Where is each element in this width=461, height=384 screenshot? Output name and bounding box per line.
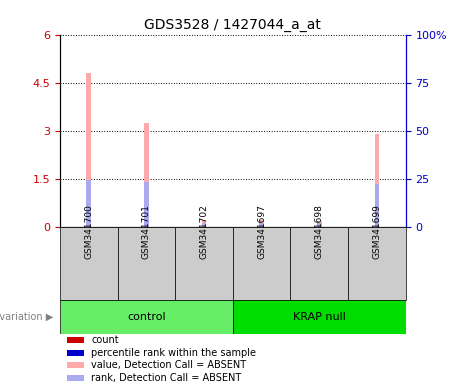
Text: GSM341698: GSM341698 [315,205,324,260]
Text: percentile rank within the sample: percentile rank within the sample [91,348,256,358]
Bar [233,227,290,300]
Bar [144,182,148,227]
Bar [374,184,379,227]
Bar [175,227,233,300]
Bar [317,221,321,227]
Bar [60,300,233,334]
Bar [259,220,264,227]
Text: KRAP null: KRAP null [293,312,346,322]
Bar [60,227,118,300]
Text: value, Detection Call = ABSENT: value, Detection Call = ABSENT [91,360,246,370]
Bar [233,300,406,334]
Bar [144,122,148,227]
Bar [86,180,91,227]
Bar [67,337,84,343]
Text: count: count [91,335,118,345]
Text: GSM341702: GSM341702 [200,205,208,260]
Bar [201,220,206,227]
Title: GDS3528 / 1427044_a_at: GDS3528 / 1427044_a_at [144,18,321,32]
Bar [201,223,206,227]
Bar [317,223,321,227]
Bar [118,227,175,300]
Bar [67,375,84,381]
Bar [259,223,264,227]
Text: GSM341697: GSM341697 [257,205,266,260]
Bar [290,227,348,300]
Text: genotype/variation ▶: genotype/variation ▶ [0,312,53,322]
Bar [348,227,406,300]
Bar [67,362,84,368]
Text: rank, Detection Call = ABSENT: rank, Detection Call = ABSENT [91,373,241,383]
Text: control: control [127,312,165,322]
Text: GSM341701: GSM341701 [142,205,151,260]
Text: GSM341699: GSM341699 [372,205,381,260]
Bar [86,73,91,227]
Bar [374,134,379,227]
Text: GSM341700: GSM341700 [84,205,93,260]
Bar [67,350,84,356]
